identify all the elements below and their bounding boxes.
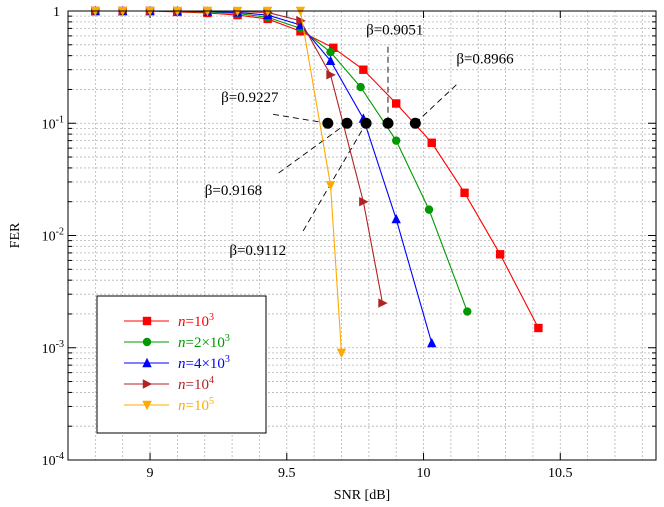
- x-axis-ticks: 9 9.5 10 10.5: [147, 11, 573, 481]
- y-tick-label: 10-4: [42, 451, 64, 469]
- annotations: β=0.9227 β=0.9168 β=0.9112 β=0.9051 β=0.8966: [205, 22, 514, 259]
- legend-label: n=2×103: [178, 333, 230, 351]
- threshold-point: [322, 117, 334, 129]
- legend-box: [96, 295, 267, 434]
- data-point: [296, 15, 306, 26]
- y-tick-label: 10-3: [42, 339, 64, 357]
- x-tick-label: 10: [417, 466, 431, 481]
- data-point: [325, 181, 336, 191]
- data-point: [534, 323, 543, 333]
- x-tick-label: 9: [147, 466, 154, 481]
- data-point: [460, 188, 469, 198]
- data-point: [326, 70, 336, 80]
- legend-entry-1: n=2×103: [124, 333, 230, 351]
- data-point: [391, 136, 401, 145]
- data-point: [463, 307, 472, 316]
- data-point: [378, 298, 388, 308]
- legend-entry-4: n=105: [124, 396, 214, 414]
- legend: n=103 n=2×103 n=4×103 n=104 n=105: [96, 295, 267, 434]
- annotation-label: β=0.8966: [456, 52, 514, 68]
- data-point: [359, 197, 369, 207]
- legend-label: n=4×103: [178, 354, 230, 372]
- threshold-point: [409, 117, 421, 129]
- x-tick-label: 9.5: [278, 466, 296, 481]
- annotation-leader-line: [302, 123, 367, 232]
- legend-marker: [142, 316, 152, 326]
- legend-marker: [142, 400, 152, 411]
- threshold-point: [382, 117, 394, 129]
- data-point: [356, 82, 365, 92]
- data-point: [336, 348, 347, 359]
- data-point: [325, 55, 336, 66]
- data-point: [495, 250, 505, 259]
- data-point: [427, 138, 436, 147]
- legend-marker: [142, 337, 152, 347]
- annotation-leader-line: [415, 84, 457, 124]
- series-line: [95, 10, 384, 304]
- threshold-point: [341, 117, 353, 129]
- x-tick-label: 10.5: [548, 466, 573, 481]
- legend-marker: [142, 379, 153, 389]
- annotation-label: β=0.9227: [221, 90, 279, 106]
- annotation-label: β=0.9051: [366, 22, 423, 38]
- y-axis-label: FER: [8, 222, 23, 248]
- threshold-point: [360, 117, 372, 129]
- y-axis-ticks: 1 10-1 10-2 10-3 10-4: [42, 5, 656, 469]
- data-point: [391, 99, 401, 108]
- series-3: [91, 6, 388, 308]
- legend-label: n=105: [178, 396, 214, 414]
- series-line: [95, 10, 433, 344]
- y-tick-label: 10-2: [42, 227, 64, 245]
- legend-entry-2: n=4×103: [124, 354, 230, 372]
- legend-entry-3: n=104: [124, 375, 214, 393]
- x-axis-label: SNR [dB]: [334, 488, 390, 503]
- annotation-label: β=0.9112: [229, 243, 286, 259]
- series-line: [95, 10, 468, 312]
- legend-entry-0: n=103: [124, 312, 214, 330]
- threshold-points: [322, 117, 421, 129]
- data-point: [424, 205, 434, 214]
- annotation-leader-line: [278, 122, 348, 174]
- data-point: [359, 65, 368, 74]
- legend-marker: [142, 357, 152, 368]
- legend-label: n=104: [178, 375, 214, 393]
- annotation-label: β=0.9168: [205, 183, 262, 199]
- y-tick-label: 10-1: [42, 114, 64, 132]
- data-point: [326, 47, 335, 57]
- plot-frame: [67, 10, 657, 461]
- data-point: [329, 43, 338, 53]
- legend-label: n=103: [178, 312, 214, 330]
- data-point: [391, 213, 401, 224]
- data-point: [427, 337, 437, 348]
- y-tick-label: 1: [53, 5, 60, 20]
